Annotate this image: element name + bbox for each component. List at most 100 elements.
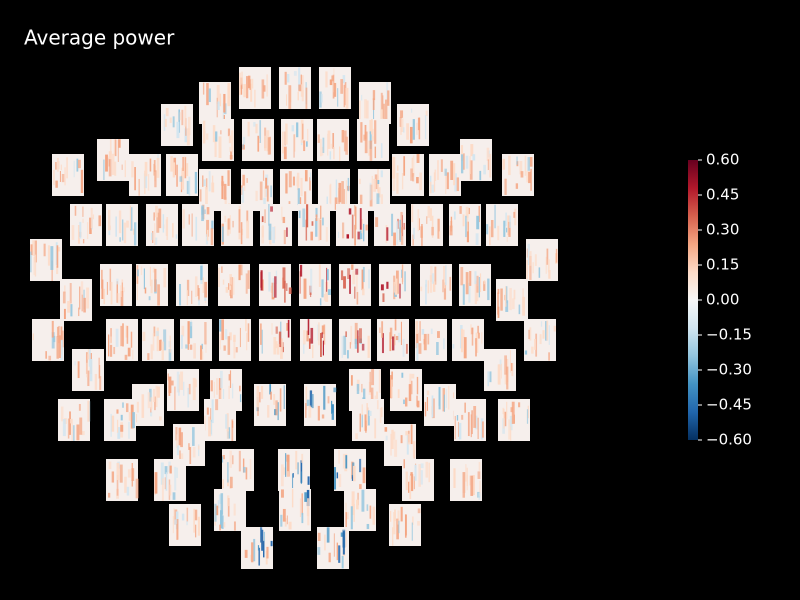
tile-stripe [364, 124, 367, 139]
tile-stripe [456, 177, 460, 192]
tile-stripe [468, 282, 471, 303]
tile-stripe [445, 389, 447, 408]
tile-stripe [381, 321, 384, 338]
tile-stripe [530, 168, 532, 191]
tile-stripe [266, 185, 269, 202]
tile-stripe [400, 435, 403, 444]
tile-stripe [286, 454, 290, 462]
tile-stripe [270, 540, 273, 547]
tile-stripe [135, 478, 139, 499]
tile-stripe [350, 325, 353, 345]
tile-stripe [341, 555, 344, 569]
tile-stripe [229, 370, 232, 389]
tile-stripe [509, 350, 511, 373]
tile-stripe [186, 128, 190, 146]
tile-stripe [261, 79, 265, 99]
tile-stripe [67, 301, 71, 313]
tile-stripe [341, 181, 344, 204]
tile-stripe [216, 378, 218, 395]
tile-stripe [247, 75, 251, 89]
tile-stripe [505, 300, 509, 312]
tile-stripe [270, 391, 272, 400]
tile-stripe [397, 332, 401, 343]
tile-stripe [152, 267, 156, 273]
tile-stripe [228, 385, 230, 409]
tile-stripe [288, 287, 292, 294]
tile-stripe [509, 415, 513, 431]
tile-stripe [403, 459, 405, 469]
tile-stripe [206, 219, 210, 237]
sensor-tile [397, 104, 429, 146]
tile-stripe [105, 154, 108, 172]
tile-stripe [336, 542, 338, 561]
colorbar-tick-label: 0.60 [706, 151, 739, 169]
tile-stripe [218, 494, 222, 504]
tile-stripe [238, 231, 241, 240]
tile-stripe [113, 139, 116, 156]
tile-stripe [453, 163, 456, 186]
tile-stripe [317, 547, 321, 555]
tile-stripe [409, 126, 413, 144]
tile-stripe [513, 211, 516, 218]
tile-stripe [229, 476, 233, 489]
tile-stripe [147, 174, 150, 191]
tile-stripe [291, 489, 294, 508]
tile-stripe [78, 403, 81, 411]
tile-stripe [315, 207, 318, 218]
tile-stripe [260, 270, 263, 291]
tile-stripe [338, 182, 342, 203]
tile-stripe [416, 177, 419, 184]
tile-stripe [154, 396, 156, 411]
tile-stripe [239, 385, 241, 392]
tile-stripe [487, 278, 490, 301]
tile-stripe [58, 325, 60, 344]
tile-stripe [270, 285, 273, 293]
tile-stripe [412, 234, 414, 246]
tile-stripe [412, 119, 415, 140]
tile-stripe [465, 155, 469, 169]
tile-stripe [488, 226, 491, 246]
tile-stripe [429, 208, 432, 221]
sensor-tile [344, 489, 376, 531]
tile-stripe [346, 234, 350, 239]
tile-stripe [188, 443, 190, 450]
tile-stripe [354, 338, 358, 349]
colorbar-tick-label: 0.30 [706, 221, 739, 239]
tile-stripe [348, 208, 352, 215]
tile-stripe [55, 162, 57, 170]
tile-stripe [260, 386, 264, 399]
tile-stripe [466, 212, 469, 232]
tile-stripe [147, 353, 150, 361]
tile-stripe [220, 493, 224, 515]
tile-stripe [321, 414, 325, 419]
tile-stripe [103, 159, 105, 180]
tile-stripe [345, 331, 347, 337]
tile-stripe [56, 245, 59, 268]
tile-stripe [255, 123, 258, 134]
tile-stripe [369, 131, 372, 149]
tile-stripe [210, 380, 213, 392]
tile-stripe [406, 123, 410, 140]
tile-stripe [475, 332, 479, 353]
tile-stripe [126, 326, 129, 344]
tile-stripe [354, 205, 356, 217]
tile-stripe [222, 456, 224, 463]
tile-stripe [472, 475, 475, 496]
tile-stripe [142, 331, 146, 342]
tile-stripe [339, 146, 341, 161]
tile-stripe [250, 83, 253, 102]
tile-stripe [322, 137, 325, 153]
tile-stripe [150, 344, 153, 360]
tile-stripe [197, 445, 200, 450]
tile-stripe [408, 481, 410, 493]
tile-stripe [62, 291, 66, 304]
tile-stripe [281, 206, 283, 221]
tile-background [222, 449, 254, 491]
tile-stripe [121, 282, 123, 293]
tile-stripe [98, 215, 102, 227]
tile-stripe [391, 429, 394, 450]
tile-stripe [241, 228, 244, 236]
tile-stripe [374, 146, 377, 159]
tile-stripe [349, 274, 351, 294]
tile-stripe [486, 224, 489, 235]
